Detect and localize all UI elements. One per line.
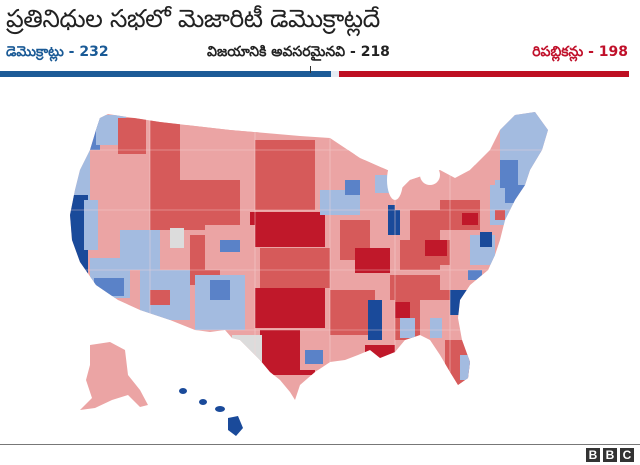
bbc-logo: B B C xyxy=(586,448,634,462)
majority-threshold-marker xyxy=(310,66,311,73)
democrats-bar xyxy=(0,71,331,77)
bbc-logo-letter: C xyxy=(620,448,634,462)
undecided-bar xyxy=(331,71,339,77)
democrats-seat-count: డెమొక్రాట్లు - 232 xyxy=(6,44,109,60)
footer-divider xyxy=(0,444,640,445)
republicans-seat-count: రిపబ్లికన్లు - 198 xyxy=(532,44,628,60)
page-title: ప్రతినిధుల సభలో మెజారిటీ డెమొక్రాట్లదే xyxy=(6,4,380,33)
bbc-logo-letter: B xyxy=(586,448,600,462)
bbc-logo-letter: B xyxy=(603,448,617,462)
us-house-district-map xyxy=(70,112,548,436)
majority-threshold-label: విజయానికి అవసరమైనవి - 218 xyxy=(207,44,390,60)
republicans-bar xyxy=(339,71,629,77)
